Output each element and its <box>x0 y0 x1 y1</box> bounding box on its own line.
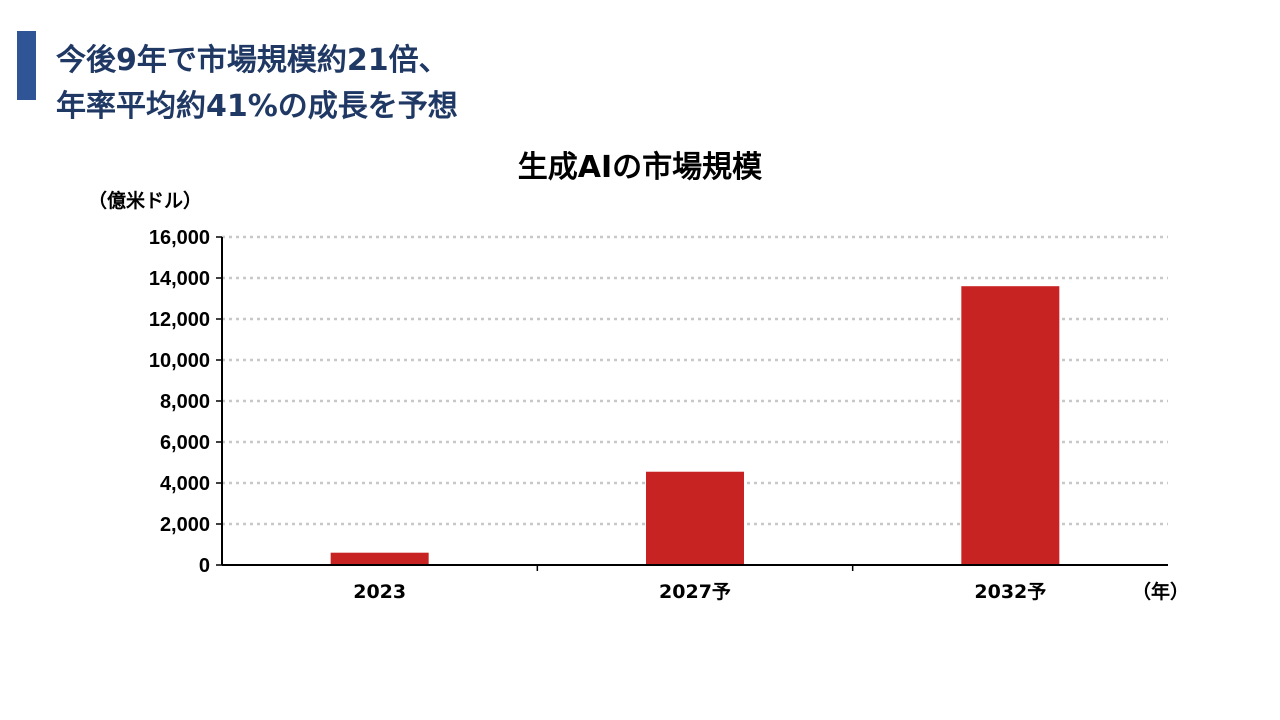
y-tick-label: 12,000 <box>149 309 210 331</box>
y-tick-label: 2,000 <box>160 514 210 536</box>
y-tick-label: 0 <box>199 555 210 577</box>
bar <box>330 552 429 565</box>
bar <box>646 471 744 565</box>
accent-bar <box>17 31 36 100</box>
headline-line-2: 年率平均約41%の成長を予想 <box>56 89 458 124</box>
x-tick-label: 2027予 <box>659 581 731 603</box>
x-tick-label: 2032予 <box>974 581 1046 603</box>
x-axis-unit-label: （年） <box>1132 580 1189 603</box>
bar <box>961 286 1060 565</box>
y-tick-label: 4,000 <box>160 473 210 495</box>
headline: 今後9年で市場規模約21倍、 年率平均約41%の成長を予想 <box>56 38 458 130</box>
y-tick-label: 6,000 <box>160 432 210 454</box>
y-tick-label: 10,000 <box>149 350 210 372</box>
y-tick-label: 14,000 <box>149 268 210 290</box>
chart-title: 生成AIの市場規模 <box>517 150 763 185</box>
y-tick-label: 16,000 <box>149 227 210 249</box>
headline-line-1: 今後9年で市場規模約21倍、 <box>56 43 449 78</box>
y-axis-unit-label: （億米ドル） <box>88 189 202 212</box>
x-tick-label: 2023 <box>353 581 406 603</box>
y-tick-label: 8,000 <box>160 391 210 413</box>
